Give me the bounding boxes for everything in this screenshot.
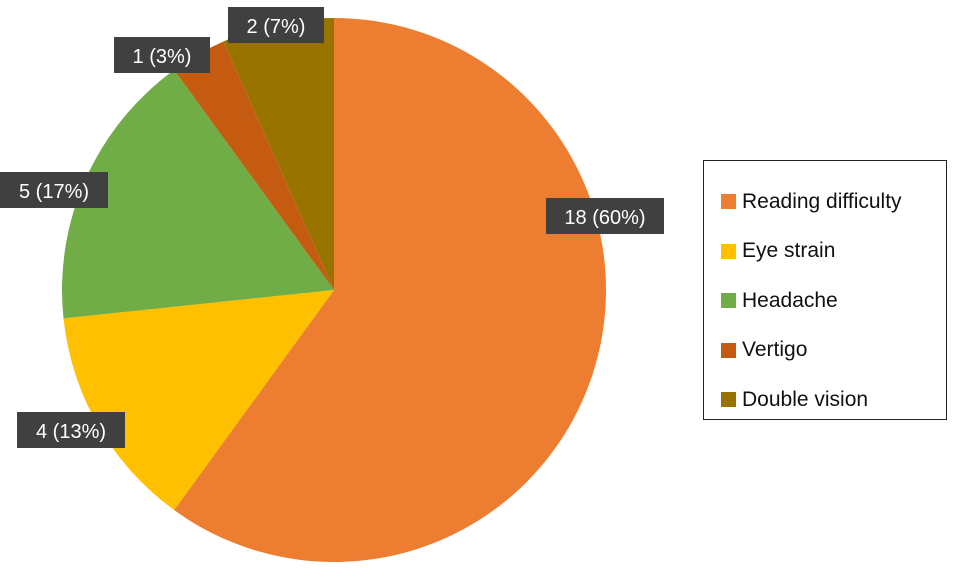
pie-slice-double-vision (223, 18, 334, 290)
legend-swatch (721, 293, 736, 309)
legend-swatch (721, 194, 736, 210)
data-label-text: 1 (3%) (133, 46, 192, 68)
pie-slices (62, 18, 607, 562)
data-label-box (546, 198, 664, 234)
data-label-text: 5 (17%) (19, 181, 89, 203)
legend-label: Eye strain (742, 239, 836, 263)
pie-slice-reading-difficulty (174, 18, 607, 562)
legend-item-headache: Headache (721, 276, 946, 326)
legend-swatch (721, 392, 736, 408)
data-label-box (0, 172, 108, 208)
legend-item-eye-strain: Eye strain (721, 227, 946, 277)
legend-label: Vertigo (742, 338, 808, 362)
pie-slice-eye-strain (63, 290, 335, 511)
legend-item-double-vision: Double vision (721, 375, 946, 425)
data-label-reading-difficulty: 18 (60%) (546, 198, 664, 234)
data-label-box (114, 37, 210, 73)
pie-slice-vertigo (174, 41, 334, 290)
legend-item-reading-difficulty: Reading difficulty (721, 177, 946, 227)
pie-slice-headache (62, 69, 334, 319)
data-label-eye-strain: 4 (13%) (17, 412, 125, 448)
legend-label: Double vision (742, 387, 869, 411)
data-label-box (17, 412, 125, 448)
data-label-text: 4 (13%) (36, 421, 106, 443)
legend-swatch (721, 342, 736, 358)
data-labels: 18 (60%) 4 (13%) 5 (17%) 1 (3%) 2 (7%) (0, 7, 664, 448)
data-label-text: 18 (60%) (564, 207, 645, 229)
data-label-box (228, 7, 324, 43)
data-label-double-vision: 2 (7%) (228, 7, 324, 43)
data-label-headache: 5 (17%) (0, 172, 108, 208)
legend-swatch (721, 243, 736, 259)
data-label-vertigo: 1 (3%) (114, 37, 210, 73)
legend: Reading difficulty Eye strain Headache V… (703, 160, 947, 420)
data-label-text: 2 (7%) (247, 16, 306, 38)
legend-item-vertigo: Vertigo (721, 326, 946, 376)
legend-label: Headache (742, 288, 838, 312)
legend-label: Reading difficulty (742, 189, 902, 213)
